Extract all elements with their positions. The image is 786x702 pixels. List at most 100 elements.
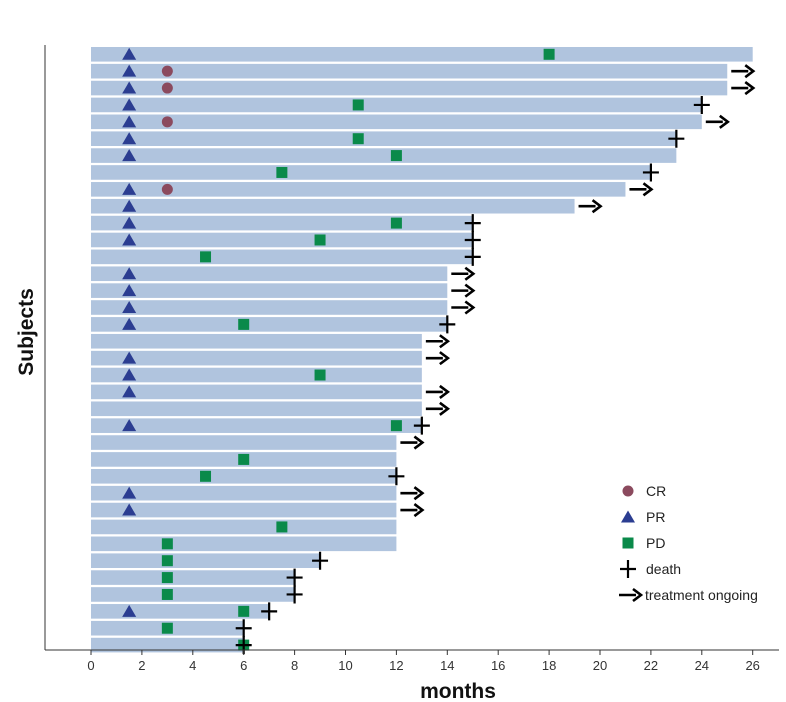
legend-label-death: death [646, 561, 681, 577]
subject-bar [91, 384, 422, 400]
ongoing-arrow [425, 334, 451, 349]
pr-marker [122, 115, 137, 128]
pr-marker [122, 419, 137, 432]
ongoing-arrow [451, 283, 476, 298]
subject-bar [91, 131, 677, 146]
ongoing-arrow [578, 199, 603, 214]
subject-bar [91, 198, 575, 214]
cr-marker [161, 116, 173, 128]
pd-marker [352, 133, 364, 145]
pr-marker [122, 385, 137, 398]
pr-marker [122, 604, 137, 617]
death-marker [693, 95, 710, 114]
cr-marker [161, 183, 173, 195]
ongoing-arrow [451, 300, 476, 315]
pd-marker [238, 318, 250, 330]
subject-bar [91, 401, 422, 417]
y-axis-title: Subjects [15, 288, 38, 376]
subject-bar [91, 165, 651, 180]
death-marker [312, 551, 329, 570]
pr-marker [621, 510, 635, 523]
pr-marker [122, 81, 137, 94]
subject-bar [91, 47, 753, 62]
pd-marker [390, 217, 402, 229]
death-marker [235, 619, 252, 638]
pr-marker [122, 351, 137, 364]
x-tick-label: 0 [87, 658, 94, 673]
death-marker [413, 416, 430, 435]
cr-marker [622, 485, 634, 497]
x-tick-label: 6 [240, 658, 247, 673]
x-tick-label: 2 [138, 658, 145, 673]
ongoing-arrow [425, 351, 451, 366]
pr-marker [122, 98, 137, 111]
pd-marker [543, 48, 555, 60]
subject-bar [91, 587, 295, 602]
pr-marker [122, 486, 137, 499]
subject-bar [91, 80, 728, 96]
legend-label-pd: PD [646, 535, 665, 551]
pr-marker [122, 64, 137, 77]
ongoing-arrow [400, 486, 425, 501]
subject-bar [91, 570, 295, 585]
death-marker [388, 467, 405, 486]
x-tick-label: 26 [745, 658, 759, 673]
subject-bar [91, 300, 448, 315]
subject-bar [91, 283, 448, 298]
legend-label-cr: CR [646, 483, 666, 499]
pd-marker [238, 453, 250, 465]
pd-marker [314, 369, 326, 381]
subject-bar [91, 418, 422, 433]
subject-bar [91, 63, 728, 79]
subject-bar [91, 317, 448, 332]
pr-marker [122, 284, 137, 297]
pr-marker [122, 233, 137, 246]
cr-marker [161, 65, 173, 77]
x-tick-label: 20 [593, 658, 607, 673]
x-axis-title: months [420, 680, 496, 702]
pd-marker [161, 572, 173, 584]
pr-marker [122, 503, 137, 516]
pr-marker [122, 199, 137, 212]
subject-bar [91, 114, 702, 130]
pd-marker [161, 555, 173, 567]
death-marker [261, 602, 278, 621]
subject-bar [91, 367, 422, 383]
x-tick-label: 24 [695, 658, 709, 673]
pd-marker [622, 537, 634, 549]
death-marker [439, 315, 456, 334]
legend: CR PR PD death treatment ongoing [619, 483, 758, 603]
subject-bar [91, 502, 397, 518]
pd-marker [161, 538, 173, 550]
subject-bar [91, 604, 270, 619]
pd-marker [161, 622, 173, 634]
pr-marker [122, 317, 137, 330]
bars-layer [91, 47, 753, 653]
death-marker [464, 247, 481, 266]
subject-bar [91, 435, 397, 450]
subject-bar [91, 536, 397, 552]
pr-marker [122, 216, 137, 229]
subject-bar [91, 266, 448, 282]
x-tick-label: 8 [291, 658, 298, 673]
x-tick-label: 18 [542, 658, 556, 673]
death-marker [620, 560, 636, 578]
legend-label-pr: PR [646, 509, 665, 525]
subject-bar [91, 469, 397, 484]
subject-bar [91, 637, 244, 653]
pd-marker [314, 234, 326, 246]
x-tick-label: 12 [389, 658, 403, 673]
ongoing-arrow [400, 435, 425, 450]
subject-bar [91, 182, 626, 197]
x-tick-label: 10 [338, 658, 352, 673]
x-tick-label: 14 [440, 658, 454, 673]
pr-marker [122, 149, 137, 162]
subject-bar [91, 333, 422, 349]
subject-bar [91, 553, 321, 568]
pd-marker [390, 420, 402, 432]
death-marker [642, 163, 659, 182]
legend-label-ongoing: treatment ongoing [645, 587, 758, 603]
subject-bar [91, 215, 473, 231]
subject-bar [91, 148, 677, 163]
